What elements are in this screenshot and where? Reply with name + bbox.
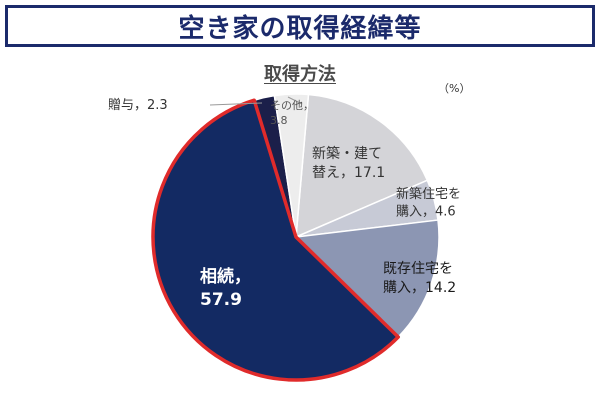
pie-slice-0: [295, 93, 429, 238]
slice-label-3: 相続， 57.9: [200, 266, 251, 310]
chart-subtitle: 取得方法: [264, 64, 336, 85]
page-title: 空き家の取得経緯等: [178, 13, 422, 44]
unit-label: （%）: [438, 82, 471, 95]
pie-slice-5: [273, 93, 310, 238]
slice-label-1: 新築住宅を購入，4.6: [396, 186, 461, 220]
slice-label-5: その他， 3.8: [270, 99, 314, 127]
slice-label-4: 贈与，2.3: [108, 97, 168, 113]
title-box: 空き家の取得経緯等: [5, 5, 595, 47]
pie-slice-3: [151, 98, 400, 382]
slice-label-2: 既存住宅を購入，14.2: [383, 261, 456, 296]
pie-slice-2: [295, 219, 440, 338]
leader-line-5: [287, 96, 303, 105]
leader-line-4: [209, 102, 263, 106]
slice-label-0: 新築・建て替え，17.1: [312, 146, 385, 181]
